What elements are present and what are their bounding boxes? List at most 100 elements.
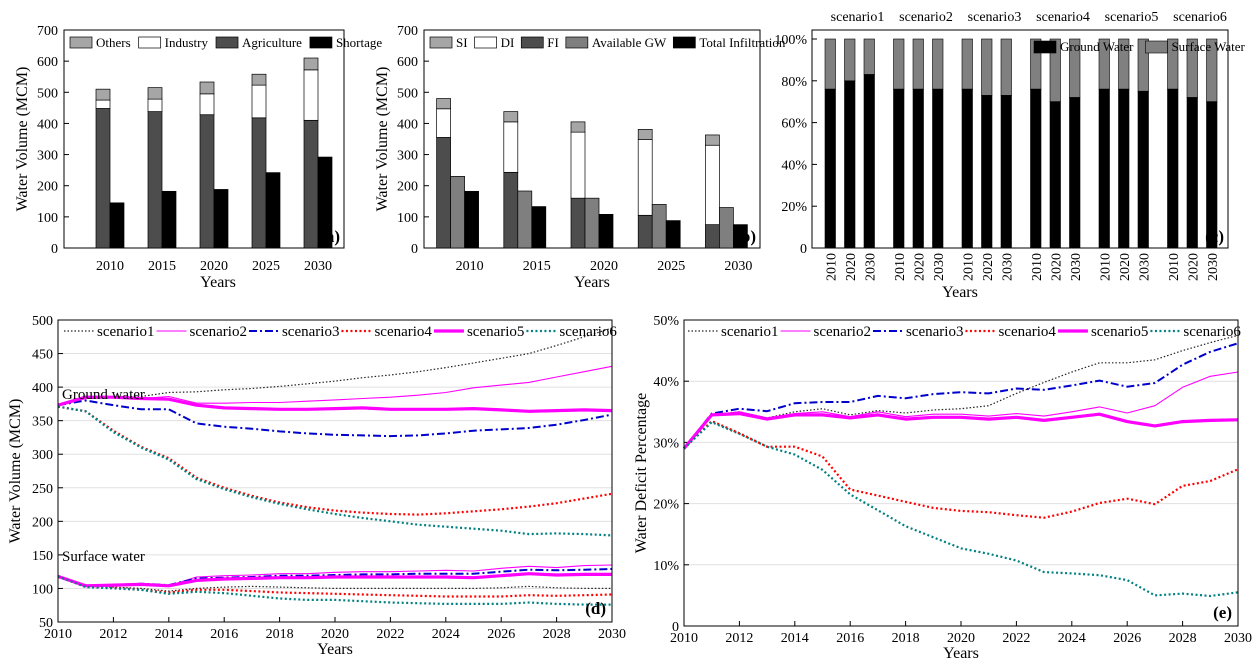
- x-axis-label: Years: [574, 274, 610, 291]
- legend-label: Agriculture: [242, 35, 302, 50]
- x-tick-label: 2014: [781, 631, 809, 646]
- scenario-label: scenario1: [831, 10, 885, 25]
- bar-si: [705, 135, 719, 145]
- annotation-label: Ground water: [62, 387, 145, 403]
- legend-label: scenario2: [189, 324, 246, 340]
- bar-ground-water: [1168, 89, 1179, 248]
- legend-label: scenario6: [559, 324, 617, 340]
- bar-industry: [304, 70, 318, 120]
- x-tick-label: 2020: [981, 253, 996, 281]
- x-tick-label: 2010: [670, 631, 698, 646]
- legend-label: Shortage: [336, 35, 382, 50]
- bar-total-infiltration: [465, 191, 479, 248]
- y-tick-label: 80%: [781, 75, 807, 90]
- bar-surface-water: [1001, 39, 1012, 95]
- y-tick-label: 0: [800, 242, 807, 257]
- bar-ground-water: [1119, 89, 1130, 248]
- x-tick-label: 2028: [543, 627, 571, 642]
- bar-total-infiltration: [532, 207, 546, 248]
- x-tick-label: 2020: [844, 253, 859, 281]
- x-tick-label: 2030: [304, 259, 332, 274]
- y-tick-label: 500: [32, 314, 53, 329]
- y-tick-label: 400: [397, 117, 418, 132]
- y-tick-label: 300: [37, 149, 58, 164]
- bar-ground-water: [913, 89, 924, 248]
- legend-swatch: [566, 37, 588, 48]
- y-tick-label: 100: [397, 211, 418, 226]
- bar-fi: [571, 198, 585, 248]
- y-tick-label: 50%: [653, 314, 679, 329]
- bar-surface-water: [864, 39, 875, 75]
- legend-swatch: [521, 37, 543, 48]
- bar-industry: [148, 99, 162, 111]
- x-tick-label: 2030: [598, 627, 626, 642]
- legend-label: scenario4: [374, 324, 432, 340]
- x-tick-label: 2030: [1069, 253, 1084, 281]
- x-tick-label: 2010: [824, 253, 839, 281]
- annotation-label: Surface water: [62, 549, 145, 565]
- legend-swatch: [430, 37, 452, 48]
- x-tick-label: 2020: [1118, 253, 1133, 281]
- legend-swatch: [139, 37, 161, 48]
- x-tick-label: 2012: [725, 631, 753, 646]
- x-tick-label: 2020: [1186, 253, 1201, 281]
- x-axis-label: Years: [317, 641, 353, 658]
- bar-di: [638, 140, 652, 216]
- y-tick-label: 600: [397, 55, 418, 70]
- series-line-scenario6: [58, 576, 612, 604]
- bar-others: [200, 82, 214, 94]
- x-tick-label: 2016: [836, 631, 864, 646]
- legend-swatch: [475, 37, 497, 48]
- x-tick-label: 2014: [155, 627, 183, 642]
- legend-swatch: [1145, 41, 1167, 53]
- bar-agriculture: [148, 112, 162, 248]
- legend-label: scenario1: [97, 324, 154, 340]
- bar-surface-water: [982, 39, 993, 95]
- chart-4: 0 10% 20% 30% 40% 50% 2010 2012 2014 2016 2018 2020…: [633, 314, 1252, 662]
- x-tick-label: 2030: [1206, 253, 1221, 281]
- x-tick-label: 2020: [200, 259, 228, 274]
- x-tick-label: 2016: [210, 627, 238, 642]
- x-tick-label: 2030: [863, 253, 878, 281]
- bar-agriculture: [96, 108, 110, 248]
- legend-swatch: [70, 37, 92, 48]
- bar-surface-water: [933, 39, 944, 89]
- y-tick-label: 250: [32, 482, 53, 497]
- y-tick-label: 400: [32, 381, 53, 396]
- y-axis-label: Water Volume (MCM): [7, 399, 24, 544]
- legend-label: scenario3: [906, 324, 963, 340]
- bar-surface-water: [894, 39, 905, 89]
- scenario-label: scenario4: [1036, 10, 1090, 25]
- bar-agriculture: [304, 120, 318, 248]
- panel-label: (a): [320, 227, 340, 246]
- legend-label: Others: [96, 35, 131, 50]
- y-tick-label: 300: [32, 448, 53, 463]
- x-tick-label: 2025: [252, 259, 280, 274]
- y-tick-label: 350: [32, 415, 53, 430]
- scenario-label: scenario3: [968, 10, 1022, 25]
- legend-label: FI: [547, 35, 559, 50]
- bar-ground-water: [933, 89, 944, 248]
- x-tick-label: 2022: [1002, 631, 1030, 646]
- x-tick-label: 2020: [947, 631, 975, 646]
- x-tick-label: 2020: [912, 253, 927, 281]
- y-tick-label: 20%: [781, 200, 807, 215]
- series-line-scenario3: [684, 343, 1238, 448]
- x-tick-label: 2030: [724, 259, 752, 274]
- y-tick-label: 400: [37, 117, 58, 132]
- x-axis-label: Years: [200, 274, 236, 291]
- bar-industry: [200, 94, 214, 115]
- y-tick-label: 500: [397, 86, 418, 101]
- bar-ground-water: [1031, 89, 1042, 248]
- bar-di: [705, 145, 719, 224]
- x-tick-label: 2024: [432, 627, 460, 642]
- bar-si: [638, 129, 652, 139]
- bar-ground-water: [1099, 89, 1110, 248]
- bar-available-gw: [719, 208, 733, 248]
- y-tick-label: 40%: [781, 158, 807, 173]
- x-tick-label: 2010: [961, 253, 976, 281]
- bar-di: [571, 132, 585, 198]
- bar-others: [304, 58, 318, 70]
- bar-available-gw: [451, 176, 465, 248]
- x-tick-label: 2028: [1169, 631, 1197, 646]
